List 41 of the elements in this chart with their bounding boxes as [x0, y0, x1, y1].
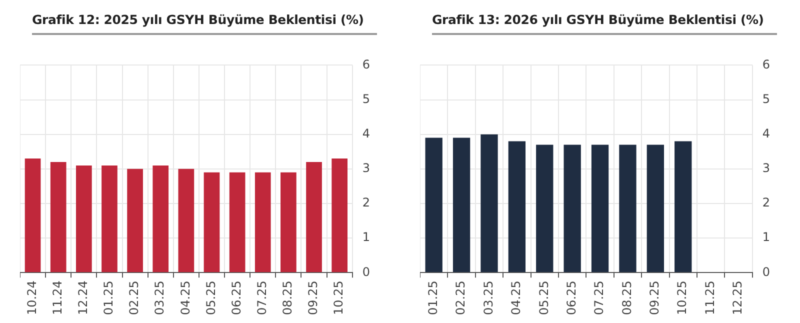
x-tick-label: 10.25	[675, 280, 690, 316]
x-tick-label: 11.25	[702, 280, 717, 316]
x-tick-label: 11.24	[50, 280, 64, 316]
y-tick-label: 6	[762, 57, 770, 72]
y-tick-label: 4	[762, 126, 770, 140]
x-tick-label: 08.25	[620, 280, 634, 316]
x-tick-label: 12.24	[76, 280, 90, 316]
y-tick-label: 4	[362, 126, 370, 140]
x-tick-label: 05.25	[536, 280, 551, 316]
x-tick-label: 02.25	[127, 280, 142, 316]
y-tick-label: 6	[362, 57, 370, 72]
y-tick-label: 0	[362, 264, 370, 279]
y-tick-label: 5	[362, 92, 370, 106]
y-tick-label: 3	[762, 161, 770, 176]
x-tick-label: 06.25	[229, 280, 244, 316]
y-tick-label: 3	[362, 161, 370, 176]
x-tick-label: 07.25	[255, 280, 270, 316]
x-tick-label: 01.25	[102, 280, 116, 316]
x-tick-label: 03.25	[481, 280, 496, 316]
x-tick-label: 05.25	[204, 280, 218, 316]
x-tick-label: 02.25	[454, 280, 468, 316]
x-tick-label: 10.24	[24, 280, 39, 316]
x-tick-label: 03.25	[152, 280, 167, 316]
y-tick-label: 5	[762, 92, 770, 106]
x-tick-label: 04.25	[509, 280, 524, 316]
x-tick-label: 10.25	[332, 280, 346, 316]
y-tick-label: 1	[362, 230, 370, 244]
x-tick-label: 09.25	[306, 280, 320, 316]
x-tick-label: 08.25	[280, 280, 295, 316]
x-tick-label: 12.25	[730, 280, 745, 316]
x-tick-label: 09.25	[648, 280, 662, 316]
y-tick-label: 1	[762, 230, 770, 244]
x-tick-label: 04.25	[178, 280, 192, 316]
chart-title: Grafik 13: 2026 yılı GSYH Büyüme Beklentisi (%)	[432, 12, 777, 35]
x-tick-label: 07.25	[592, 280, 606, 316]
x-tick-label: 01.25	[426, 280, 440, 316]
x-tick-label: 06.25	[564, 280, 578, 316]
y-tick-label: 0	[762, 264, 770, 279]
y-tick-label: 2	[362, 196, 370, 210]
y-tick-label: 2	[762, 196, 770, 210]
chart-title: Grafik 12: 2025 yılı GSYH Büyüme Beklentisi (%)	[32, 12, 377, 35]
